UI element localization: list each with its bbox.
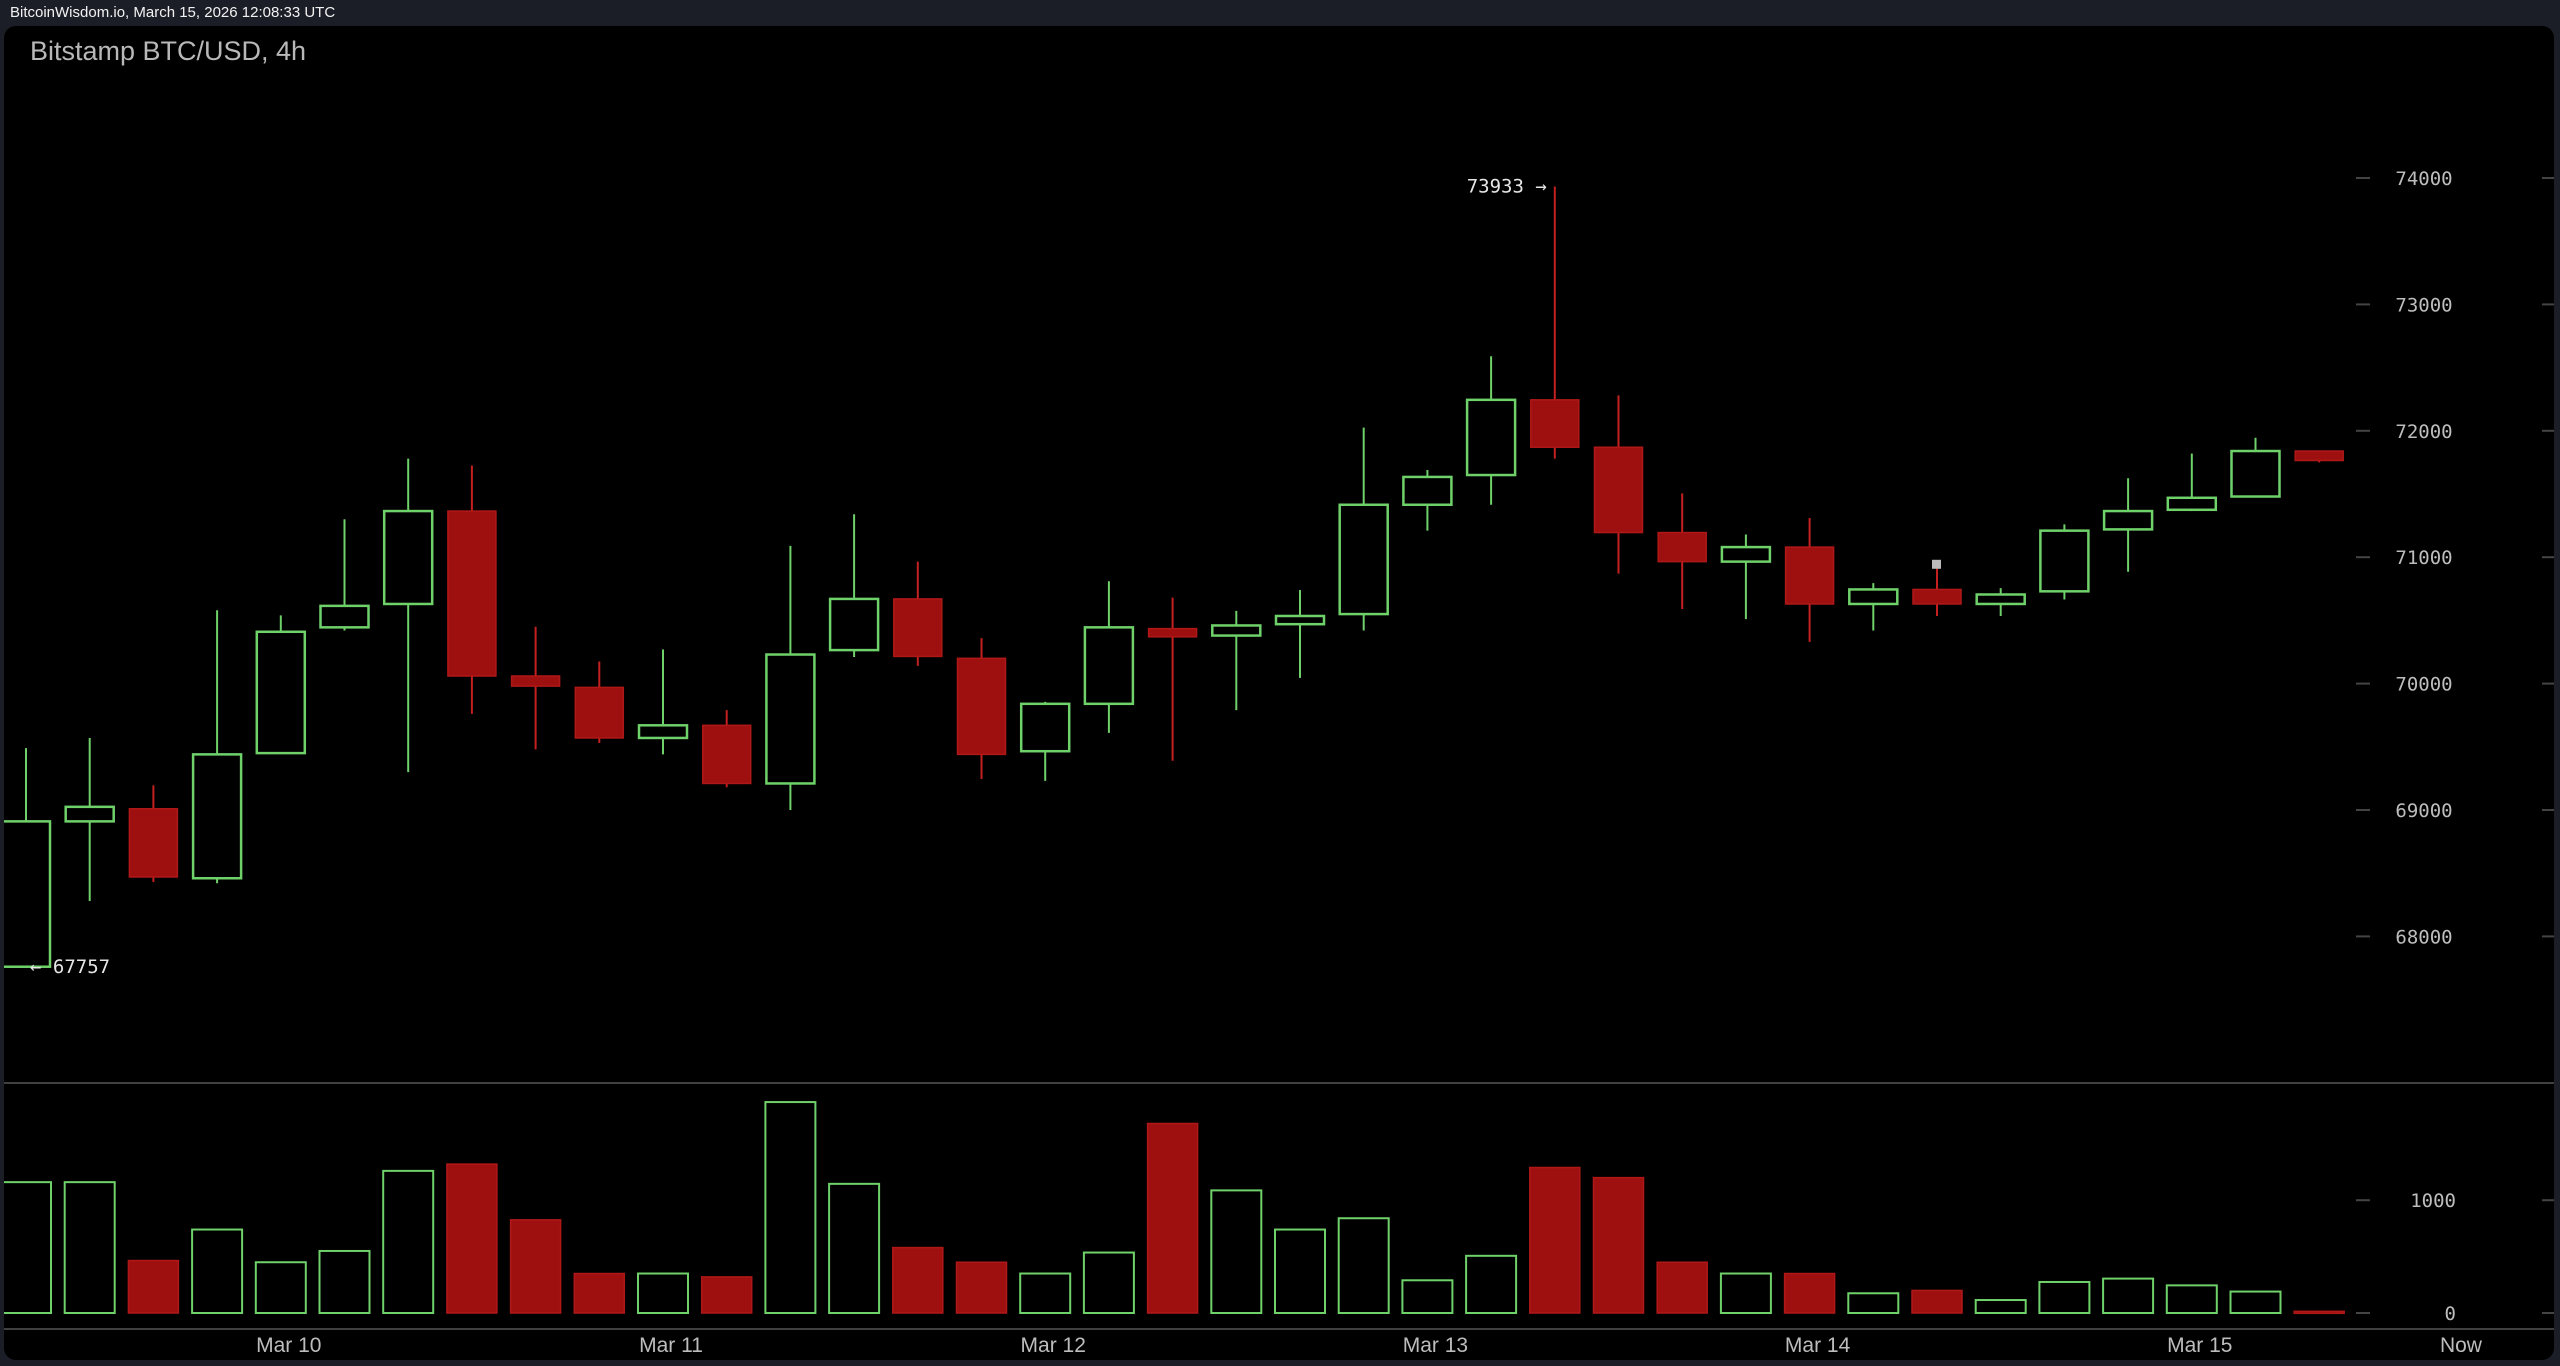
- volume-bar-up: [2102, 1277, 2155, 1314]
- price-tick-label: 71000: [2395, 547, 2452, 569]
- candle-body-down: [1784, 546, 1835, 605]
- volume-bar-down: [892, 1246, 944, 1314]
- volume-bar-down: [2293, 1310, 2345, 1315]
- volume-bar-down: [955, 1261, 1008, 1314]
- current-price-marker: [1932, 559, 1941, 569]
- top-bar: BitcoinWisdom.io, March 15, 2026 12:08:3…: [0, 0, 2560, 26]
- candle-body-up: [765, 653, 816, 785]
- candle-body-down: [893, 598, 943, 658]
- volume-bar-down: [1911, 1289, 1963, 1314]
- volume-bar-down: [573, 1272, 626, 1314]
- candle-body-up: [64, 805, 115, 823]
- chart-panel: Bitstamp BTC/USD, 4h 68000 69000 70000 7100…: [4, 26, 2554, 1360]
- volume-bar-up: [764, 1101, 817, 1314]
- candle-body-up: [2230, 449, 2281, 498]
- volume-bar-down: [509, 1219, 562, 1314]
- candle-body-up: [1338, 503, 1389, 616]
- price-tick-label: 70000: [2395, 674, 2452, 696]
- candle-body-up: [1019, 702, 1071, 753]
- candle-body-up: [828, 597, 880, 652]
- candle-body-down: [447, 510, 497, 677]
- chart-title: Bitstamp BTC/USD, 4h: [30, 36, 307, 66]
- volume-bar-up: [382, 1169, 435, 1314]
- candle-body-up: [255, 630, 307, 755]
- price-tick-label: 68000: [2395, 926, 2452, 948]
- x-tick-label: Mar 10: [256, 1334, 321, 1357]
- volume-bar-up: [254, 1261, 307, 1314]
- x-tick-label: Mar 12: [1021, 1334, 1086, 1357]
- volume-bar-up: [1401, 1279, 1454, 1314]
- candle-body-down: [1657, 531, 1707, 563]
- volume-bar-up: [191, 1228, 244, 1314]
- candle-body-up: [1083, 626, 1135, 706]
- price-tick-label: 74000: [2395, 168, 2452, 190]
- volume-bar-down: [127, 1259, 180, 1314]
- candle-body-up: [1975, 593, 2026, 606]
- volume-bar-up: [63, 1181, 116, 1314]
- candle-body-down: [128, 807, 179, 878]
- candle-body-up: [382, 509, 434, 606]
- volume-bar-down: [700, 1276, 753, 1314]
- x-tick-label: Now: [2440, 1334, 2483, 1357]
- volume-bar-up: [1019, 1272, 1072, 1315]
- volume-bar-up: [1274, 1228, 1326, 1314]
- candle-body-up: [4, 820, 52, 968]
- candle-body-up: [637, 724, 689, 740]
- candle-body-down: [1593, 446, 1644, 534]
- x-tick-label: Mar 13: [1403, 1334, 1468, 1357]
- candle-body-down: [1530, 399, 1580, 448]
- candle-body-down: [701, 724, 752, 785]
- price-tick-label: 69000: [2395, 800, 2452, 822]
- volume-bar-up: [637, 1272, 689, 1315]
- candle-body-down: [1147, 627, 1198, 638]
- candle-body-up: [1402, 475, 1453, 506]
- volume-bar-down: [1783, 1272, 1836, 1314]
- candle-body-up: [2039, 529, 2090, 593]
- candle-body-down: [510, 675, 561, 687]
- candle-body-up: [191, 753, 243, 880]
- candle-body-up: [2166, 496, 2218, 512]
- volume-bar-up: [1847, 1292, 1900, 1315]
- volume-bar-down: [446, 1163, 498, 1314]
- volume-bar-up: [2229, 1290, 2282, 1314]
- candle-body-up: [1274, 614, 1326, 626]
- candle-body-down: [1912, 588, 1962, 605]
- candle-body-up: [1211, 624, 1262, 637]
- candle-body-up: [1848, 588, 1899, 606]
- volume-bar-up: [1974, 1299, 2027, 1314]
- volume-bar-up: [1465, 1254, 1518, 1315]
- high-annotation: 73933 →: [1467, 175, 1547, 197]
- volume-bar-down: [1592, 1176, 1645, 1314]
- candle-body-up: [2102, 509, 2154, 531]
- low-annotation: ← 67757: [30, 956, 110, 978]
- volume-bar-up: [1337, 1217, 1390, 1315]
- candle-body-up: [319, 604, 370, 629]
- candle-body-down: [574, 686, 625, 739]
- volume-bar-up: [4, 1181, 52, 1314]
- volume-tick-label: 1000: [2410, 1190, 2456, 1212]
- volume-bar-up: [1210, 1189, 1263, 1314]
- x-tick-label: Mar 15: [2167, 1334, 2232, 1357]
- candle-body-down: [2294, 450, 2344, 462]
- candle-body-down: [956, 657, 1007, 756]
- price-tick-label: 73000: [2395, 294, 2452, 316]
- volume-bar-up: [2038, 1280, 2091, 1314]
- candle-body-up: [1465, 398, 1517, 477]
- volume-bar-up: [318, 1249, 371, 1314]
- volume-tick-label: 0: [2445, 1303, 2456, 1325]
- volume-bar-down: [1656, 1261, 1708, 1314]
- volume-bar-up: [2165, 1284, 2218, 1315]
- candle-body-up: [1720, 545, 1772, 563]
- volume-bar-up: [828, 1182, 881, 1314]
- volume-bar-up: [1082, 1251, 1135, 1314]
- x-tick-label: Mar 11: [639, 1334, 703, 1357]
- x-tick-label: Mar 14: [1785, 1334, 1851, 1357]
- volume-bar-down: [1529, 1166, 1581, 1314]
- price-tick-label: 72000: [2395, 421, 2452, 443]
- header-caption: BitcoinWisdom.io, March 15, 2026 12:08:3…: [10, 4, 336, 21]
- volume-bar-up: [1719, 1272, 1772, 1315]
- candlestick-chart: 68000 69000 70000 71000 72000 73000 74000 0 1000…: [4, 168, 2554, 1357]
- volume-bar-down: [1146, 1122, 1199, 1314]
